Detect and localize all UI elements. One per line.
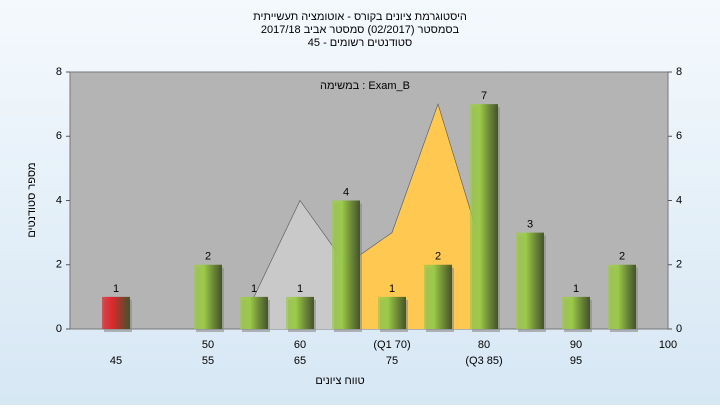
annotation: במשימה : Exam_B bbox=[320, 80, 410, 92]
bar bbox=[378, 296, 406, 329]
y-tick-label: 4 bbox=[56, 194, 62, 206]
x-tick-label: 100 bbox=[659, 339, 677, 351]
value-label: 1 bbox=[113, 283, 119, 295]
bar bbox=[470, 104, 498, 329]
value-label: 1 bbox=[251, 283, 257, 295]
value-label: 1 bbox=[297, 283, 303, 295]
x-tick-label: 55 bbox=[202, 355, 214, 367]
x-tick-label: 45 bbox=[110, 355, 122, 367]
value-label: 7 bbox=[481, 90, 487, 102]
x-tick-label: 95 bbox=[570, 355, 582, 367]
bar bbox=[194, 264, 222, 329]
bar bbox=[608, 264, 636, 329]
y-tick-label: 6 bbox=[56, 130, 62, 142]
title-line: סטודנטים רשומים - 45 bbox=[308, 37, 412, 49]
value-label: 4 bbox=[343, 186, 349, 198]
value-label: 2 bbox=[205, 251, 211, 263]
bar bbox=[424, 264, 452, 329]
x-tick-label: (Q1 70) bbox=[373, 339, 410, 351]
x-tick-label: 80 bbox=[478, 339, 490, 351]
bar bbox=[240, 296, 268, 329]
bar bbox=[562, 296, 590, 329]
y2-tick-label: 2 bbox=[676, 259, 682, 271]
y-tick-label: 8 bbox=[56, 66, 62, 78]
y2-tick-label: 0 bbox=[676, 323, 682, 335]
y-axis-label: מספר סטודנטים bbox=[26, 162, 38, 237]
x-tick-label: (Q3 85) bbox=[465, 355, 502, 367]
bar bbox=[332, 200, 360, 329]
value-label: 2 bbox=[435, 251, 441, 263]
bar bbox=[102, 296, 130, 329]
y-tick-label: 2 bbox=[56, 259, 62, 271]
x-tick-label: 65 bbox=[294, 355, 306, 367]
y2-tick-label: 8 bbox=[676, 66, 682, 78]
value-label: 3 bbox=[527, 219, 533, 231]
value-label: 1 bbox=[389, 283, 395, 295]
x-tick-label: 60 bbox=[294, 339, 306, 351]
x-tick-label: 50 bbox=[202, 339, 214, 351]
y2-tick-label: 6 bbox=[676, 130, 682, 142]
y2-tick-label: 4 bbox=[676, 194, 682, 206]
bar bbox=[516, 232, 544, 329]
y-tick-label: 0 bbox=[56, 323, 62, 335]
title-line: היסטוגרמת ציונים בקורס - אוטומציה תעשיית… bbox=[253, 11, 467, 23]
title-line: בסמסטר (02/2017) סמסטר אביב 2017/18 bbox=[261, 24, 460, 36]
bar bbox=[286, 296, 314, 329]
value-label: 1 bbox=[573, 283, 579, 295]
x-tick-label: 75 bbox=[386, 355, 398, 367]
x-tick-label: 90 bbox=[570, 339, 582, 351]
x-axis-label: טווח ציונים bbox=[315, 375, 364, 387]
value-label: 2 bbox=[619, 251, 625, 263]
